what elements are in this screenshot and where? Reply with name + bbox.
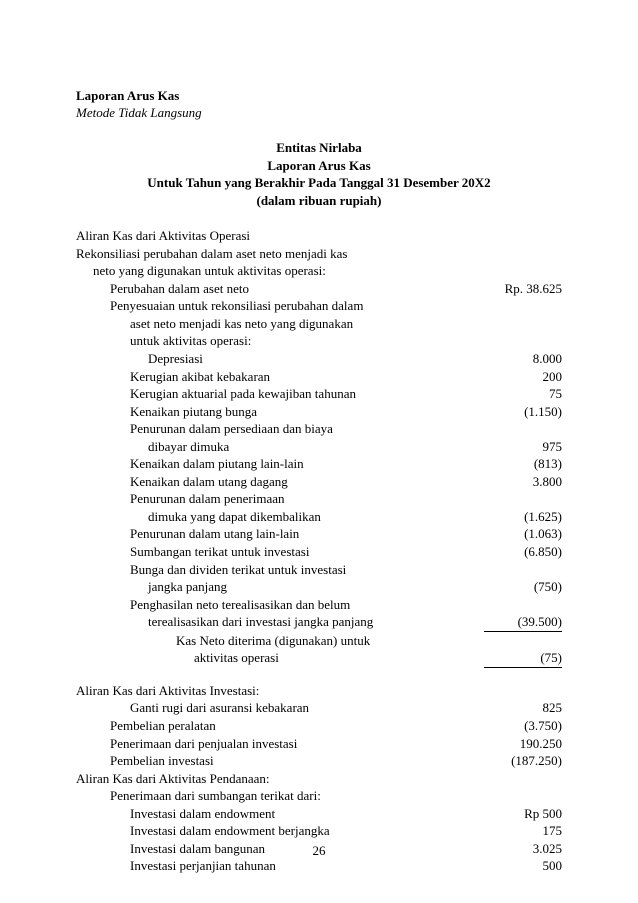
text-line: neto yang digunakan untuk aktivitas oper… [76, 262, 484, 280]
amount-cell [484, 632, 562, 650]
text-line: Penghasilan neto terealisasikan dan belu… [76, 596, 484, 614]
text-line: Kas Neto diterima (digunakan) untuk [76, 632, 484, 650]
amount-cell: 8.000 [484, 350, 562, 368]
line-item-label: Pembelian investasi [76, 752, 484, 770]
amount-cell [484, 490, 562, 508]
line-item-label: Ganti rugi dari asuransi kebakaran [76, 699, 484, 717]
amount-cell [484, 315, 562, 333]
amount-cell: 3.800 [484, 473, 562, 491]
amount-cell [484, 297, 562, 315]
report-title: Laporan Arus Kas [76, 88, 562, 104]
amount-cell: (187.250) [484, 752, 562, 770]
amount-cell: (75) [484, 649, 562, 668]
amount-cell: 825 [484, 699, 562, 717]
line-item-label: Kerugian aktuarial pada kewajiban tahuna… [76, 385, 484, 403]
heading-line: Untuk Tahun yang Berakhir Pada Tanggal 3… [76, 174, 562, 192]
amount-cell: 75 [484, 385, 562, 403]
amount-cell: (1.063) [484, 525, 562, 543]
line-item-label: Depresiasi [76, 350, 484, 368]
report-subtitle: Metode Tidak Langsung [76, 105, 562, 121]
amount-cell: 200 [484, 368, 562, 386]
amount-cell [484, 682, 562, 700]
amount-cell: (6.850) [484, 543, 562, 561]
amount-cell [484, 227, 562, 245]
line-item-label: Investasi perjanjian tahunan [76, 857, 484, 875]
amount-cell [484, 245, 562, 263]
amount-cell: (813) [484, 455, 562, 473]
amount-cell: 500 [484, 857, 562, 875]
amount-cell: 975 [484, 438, 562, 456]
amount-cell [484, 770, 562, 788]
line-item-label: Penerimaan dari penjualan investasi [76, 735, 484, 753]
line-item-label: dibayar dimuka [76, 438, 484, 456]
section-title-investasi: Aliran Kas dari Aktivitas Investasi: [76, 682, 484, 700]
text-line: Rekonsiliasi perubahan dalam aset neto m… [76, 245, 484, 263]
heading-line: (dalam ribuan rupiah) [76, 192, 562, 210]
text-line: Penerimaan dari sumbangan terikat dari: [76, 787, 484, 805]
amount-cell: 175 [484, 822, 562, 840]
section-title-pendanaan: Aliran Kas dari Aktivitas Pendanaan: [76, 770, 484, 788]
amount-cell: 190.250 [484, 735, 562, 753]
text-line: untuk aktivitas operasi: [76, 332, 484, 350]
line-item-label: Sumbangan terikat untuk investasi [76, 543, 484, 561]
amount-cell [484, 420, 562, 438]
amount-cell [484, 262, 562, 280]
line-item-label: Investasi dalam endowment berjangka [76, 822, 484, 840]
line-item-label: Kenaikan dalam utang dagang [76, 473, 484, 491]
document-heading: Entitas Nirlaba Laporan Arus Kas Untuk T… [76, 139, 562, 209]
amount-cell [484, 596, 562, 614]
amount-cell: (1.150) [484, 403, 562, 421]
amount-cell: (3.750) [484, 717, 562, 735]
line-item-label: aktivitas operasi [76, 649, 484, 668]
line-item-label: Penurunan dalam utang lain-lain [76, 525, 484, 543]
amount-cell: (1.625) [484, 508, 562, 526]
page: Laporan Arus Kas Metode Tidak Langsung E… [0, 0, 638, 903]
line-item-label: jangka panjang [76, 578, 484, 596]
text-line: Penyesuaian untuk rekonsiliasi perubahan… [76, 297, 484, 315]
amount-cell: Rp. 38.625 [484, 280, 562, 298]
amount-cell: (750) [484, 578, 562, 596]
amount-cell: (39.500) [484, 613, 562, 632]
section-title-operasi: Aliran Kas dari Aktivitas Operasi [76, 227, 484, 245]
line-item-label: terealisasikan dari investasi jangka pan… [76, 613, 484, 632]
line-item-label: dimuka yang dapat dikembalikan [76, 508, 484, 526]
line-item-label: Perubahan dalam aset neto [76, 280, 484, 298]
heading-line: Laporan Arus Kas [76, 157, 562, 175]
line-item-label: Investasi dalam endowment [76, 805, 484, 823]
line-item-label: Pembelian peralatan [76, 717, 484, 735]
page-number: 26 [0, 843, 638, 859]
line-item-label: Kenaikan piutang bunga [76, 403, 484, 421]
line-item-label: Kerugian akibat kebakaran [76, 368, 484, 386]
heading-line: Entitas Nirlaba [76, 139, 562, 157]
text-line: aset neto menjadi kas neto yang digunaka… [76, 315, 484, 333]
amount-cell: Rp 500 [484, 805, 562, 823]
amount-cell [484, 787, 562, 805]
line-item-label: Kenaikan dalam piutang lain-lain [76, 455, 484, 473]
amount-cell [484, 332, 562, 350]
text-line: Penurunan dalam penerimaan [76, 490, 484, 508]
amount-cell [484, 561, 562, 579]
text-line: Bunga dan dividen terikat untuk investas… [76, 561, 484, 579]
text-line: Penurunan dalam persediaan dan biaya [76, 420, 484, 438]
